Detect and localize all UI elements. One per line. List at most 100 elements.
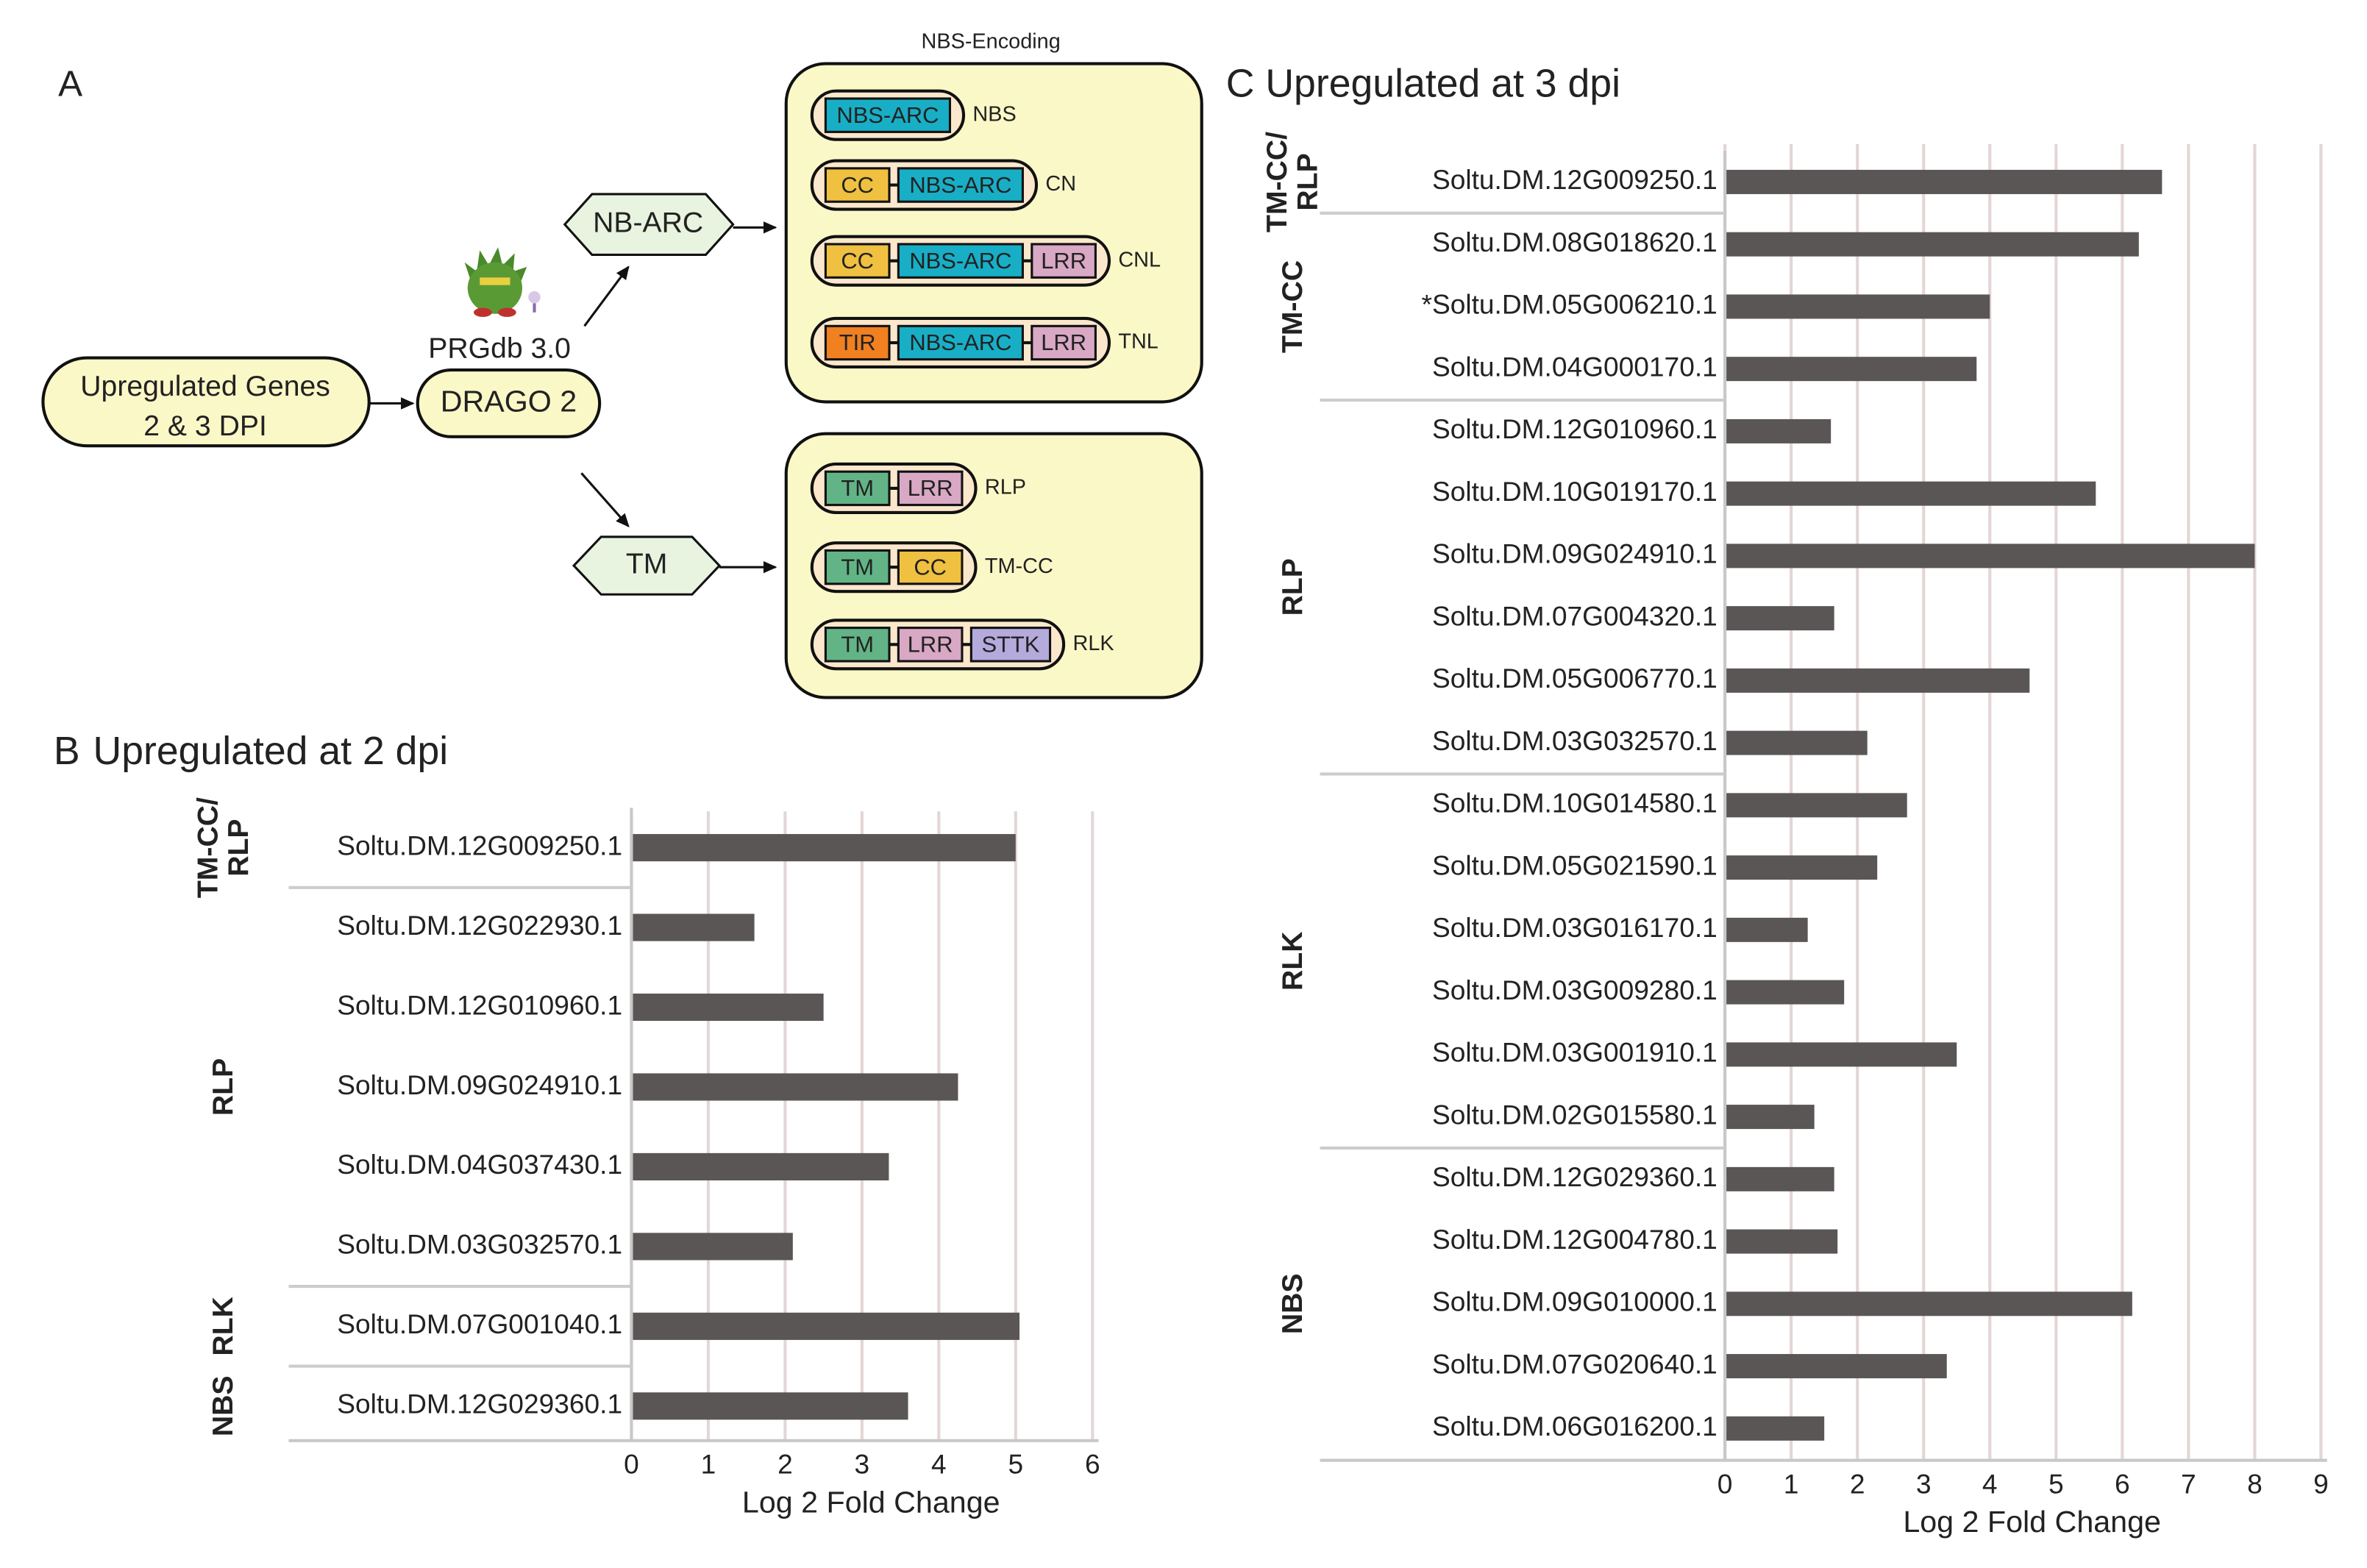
bar [1725, 1166, 1834, 1191]
hexagon [563, 193, 735, 256]
x-tick-label: 7 [2181, 1468, 2196, 1499]
group-label: RLP [207, 1058, 239, 1116]
x-tick-label: 5 [1008, 1449, 1023, 1480]
bar [1725, 668, 2030, 693]
category-label: Soltu.DM.09G024910.1 [1432, 538, 1718, 569]
x-tick-label: 0 [1718, 1468, 1733, 1499]
input-label: Upregulated Genes [80, 371, 330, 402]
group-label: RLP [1292, 153, 1323, 210]
domain-label: TM [841, 475, 874, 501]
domain-box [897, 470, 964, 507]
bar [1725, 232, 2139, 257]
category-label: Soltu.DM.12G029360.1 [337, 1389, 622, 1419]
domain-label: NBS-ARC [909, 172, 1011, 198]
x-tick-label: 3 [855, 1449, 870, 1480]
diagram-title: NBS-Encoding [921, 29, 1060, 53]
branch-label: NB-ARC [593, 207, 703, 239]
category-label: Soltu.DM.09G024910.1 [337, 1069, 622, 1100]
domain-box [1031, 324, 1097, 361]
domain-box [897, 243, 1024, 279]
domain-label: NBS-ARC [909, 329, 1011, 355]
category-label: Soltu.DM.12G004780.1 [1432, 1224, 1718, 1255]
bar [1725, 793, 1907, 818]
domain-label: TM [841, 554, 874, 580]
domain-box [897, 549, 964, 585]
category-label: Soltu.DM.02G015580.1 [1432, 1099, 1718, 1130]
bar [631, 1392, 908, 1420]
bar [631, 1152, 889, 1180]
class-name: NBS [972, 102, 1016, 126]
arrow [580, 472, 630, 528]
domain-box [897, 324, 1024, 361]
chart-title: Upregulated at 2 dpi [93, 729, 448, 773]
x-tick-label: 2 [777, 1449, 793, 1480]
panel-label: B [54, 729, 80, 773]
domain-label: CC [914, 554, 947, 580]
domain-label: LRR [1041, 329, 1086, 355]
bar [1725, 418, 1832, 443]
domain-label: TIR [839, 329, 876, 355]
domain-label: CC [841, 172, 874, 198]
database-label: PRGdb 3.0 [428, 333, 571, 365]
category-label: Soltu.DM.04G037430.1 [337, 1149, 622, 1180]
domain-label: LRR [1041, 248, 1086, 274]
domain-box [969, 627, 1052, 663]
x-tick-label: 1 [701, 1449, 716, 1480]
category-label: Soltu.DM.07G020640.1 [1432, 1348, 1718, 1379]
chart-title: Upregulated at 3 dpi [1265, 62, 1620, 106]
bar [631, 1073, 958, 1101]
category-label: Soltu.DM.07G004320.1 [1432, 600, 1718, 631]
category-label: Soltu.DM.12G010960.1 [1432, 413, 1718, 444]
category-label: Soltu.DM.09G010000.1 [1432, 1286, 1718, 1317]
category-label: Soltu.DM.10G014580.1 [1432, 788, 1718, 819]
bar [1725, 606, 1834, 631]
domain-box [1031, 243, 1097, 279]
category-label: Soltu.DM.03G016170.1 [1432, 912, 1718, 943]
bar [1725, 294, 1990, 319]
bar [631, 1312, 1020, 1340]
x-tick-label: 0 [624, 1449, 639, 1480]
x-tick-label: 6 [2115, 1468, 2130, 1499]
category-label: Soltu.DM.03G009280.1 [1432, 974, 1718, 1005]
x-tick-label: 2 [1850, 1468, 1865, 1499]
group-label: RLK [207, 1297, 239, 1355]
domain-box [824, 167, 891, 203]
bar [1725, 855, 1878, 880]
bar [1725, 357, 1977, 382]
category-label: Soltu.DM.04G000170.1 [1432, 351, 1718, 382]
bar [1725, 1042, 1957, 1067]
group-label: TM-CC/ [193, 797, 224, 898]
input-box [41, 356, 371, 448]
category-label: Soltu.DM.03G032570.1 [1432, 725, 1718, 756]
bar [631, 913, 755, 941]
class-name: TNL [1118, 330, 1158, 354]
class-name: RLP [985, 476, 1026, 499]
domain-box [824, 549, 891, 585]
category-label: Soltu.DM.08G018620.1 [1432, 227, 1718, 257]
category-label: Soltu.DM.12G029360.1 [1432, 1161, 1718, 1192]
arrow [583, 266, 630, 327]
x-tick-label: 1 [1784, 1468, 1799, 1499]
panel-label: C [1226, 62, 1255, 106]
bar [631, 1233, 793, 1261]
mascot-icon [464, 247, 541, 317]
category-label: Soltu.DM.12G010960.1 [337, 989, 622, 1020]
category-label: Soltu.DM.05G006770.1 [1432, 663, 1718, 694]
panel-label: A [58, 64, 82, 104]
category-label: Soltu.DM.12G022930.1 [337, 910, 622, 941]
input-label: 2 & 3 DPI [143, 410, 267, 442]
bar [1725, 730, 1868, 755]
class-name: CN [1045, 172, 1076, 196]
branch-label: TM [626, 548, 668, 580]
domain-box [824, 324, 891, 361]
category-label: Soltu.DM.12G009250.1 [1432, 164, 1718, 195]
category-label: Soltu.DM.03G032570.1 [337, 1229, 622, 1260]
class-name: CNL [1118, 248, 1161, 271]
x-axis-label: Log 2 Fold Change [1903, 1505, 2161, 1539]
domain-label: NBS-ARC [836, 102, 939, 128]
category-label: Soltu.DM.05G021590.1 [1432, 849, 1718, 880]
category-label: Soltu.DM.03G001910.1 [1432, 1037, 1718, 1068]
domain-label: STTK [981, 632, 1039, 658]
class-name: RLK [1072, 632, 1114, 655]
